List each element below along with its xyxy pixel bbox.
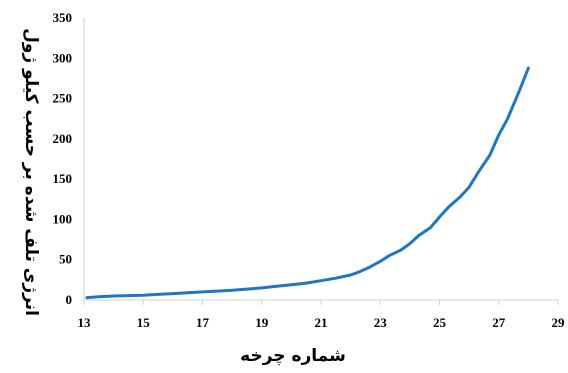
y-tick-label: 150 (53, 171, 73, 186)
x-tick-label: 17 (196, 315, 210, 330)
y-axis-title: انرژی تلف شده بر حسب کیلو ژول (21, 28, 41, 316)
series-line-0 (85, 66, 530, 300)
y-tick-label: 100 (53, 211, 73, 226)
x-tick-label: 27 (492, 315, 506, 330)
x-tick-label: 19 (255, 315, 269, 330)
y-axis-ticks: 0 50 100 150 200 250 300 350 (53, 10, 73, 307)
x-tick-label: 25 (433, 315, 447, 330)
series-group (85, 66, 530, 300)
y-tick-label: 300 (53, 50, 73, 65)
x-axis-ticks: 13 15 17 19 21 23 25 27 29 (78, 300, 566, 330)
y-tick-label: 50 (59, 252, 72, 267)
x-tick-label: 29 (552, 315, 566, 330)
y-tick-label: 250 (53, 91, 73, 106)
x-tick-label: 13 (78, 315, 92, 330)
y-tick-label: 200 (53, 131, 73, 146)
x-axis-title: شماره چرخه (240, 346, 346, 366)
x-tick-label: 15 (137, 315, 151, 330)
y-tick-label: 0 (66, 292, 73, 307)
x-tick-label: 21 (315, 315, 328, 330)
x-tick-label: 23 (374, 315, 388, 330)
y-tick-label: 350 (53, 10, 73, 25)
